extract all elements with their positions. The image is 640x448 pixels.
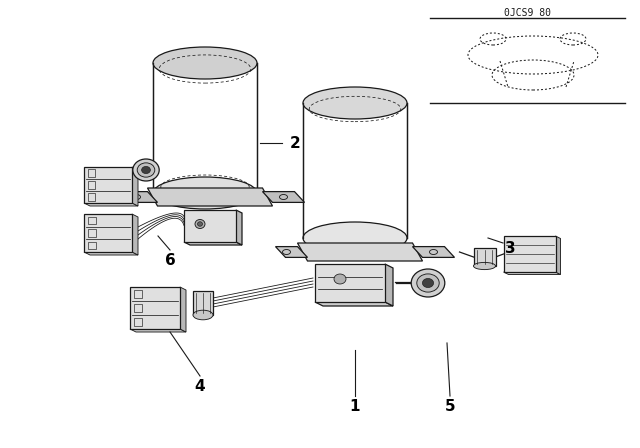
Bar [88, 242, 95, 250]
Bar [315, 264, 385, 302]
Bar [134, 304, 143, 312]
Bar [88, 216, 95, 224]
Polygon shape [315, 302, 393, 306]
Polygon shape [125, 192, 157, 202]
Text: 3: 3 [505, 241, 515, 255]
Text: 0JCS9 80: 0JCS9 80 [504, 8, 552, 18]
Ellipse shape [195, 220, 205, 228]
Bar [88, 169, 95, 177]
Ellipse shape [303, 222, 407, 254]
Polygon shape [236, 210, 242, 245]
Polygon shape [556, 236, 561, 275]
Bar [88, 181, 95, 189]
Polygon shape [147, 188, 273, 206]
Text: 2: 2 [290, 135, 300, 151]
Polygon shape [275, 246, 307, 258]
Ellipse shape [198, 222, 202, 226]
Bar [84, 167, 132, 203]
Bar [504, 236, 556, 272]
Text: 6: 6 [164, 253, 175, 267]
Ellipse shape [334, 274, 346, 284]
Bar [88, 194, 95, 201]
Polygon shape [130, 329, 186, 332]
Bar [84, 214, 132, 252]
Ellipse shape [153, 177, 257, 209]
Polygon shape [84, 252, 138, 255]
Polygon shape [132, 167, 138, 206]
Polygon shape [180, 287, 186, 332]
Polygon shape [132, 214, 138, 255]
Ellipse shape [137, 163, 155, 177]
Ellipse shape [422, 279, 434, 288]
Polygon shape [184, 242, 242, 245]
Polygon shape [385, 264, 393, 306]
Text: 5: 5 [445, 399, 455, 414]
Ellipse shape [193, 310, 213, 320]
Text: 1: 1 [349, 399, 360, 414]
Bar [303, 103, 407, 238]
Ellipse shape [141, 166, 150, 173]
Bar [153, 63, 257, 193]
Polygon shape [298, 243, 422, 261]
Bar [474, 248, 495, 266]
Bar [193, 291, 213, 315]
Text: 4: 4 [195, 379, 205, 393]
Ellipse shape [412, 269, 445, 297]
Bar [130, 287, 180, 329]
Bar [88, 229, 95, 237]
Polygon shape [262, 192, 305, 202]
Ellipse shape [133, 159, 159, 181]
Ellipse shape [417, 274, 439, 292]
Ellipse shape [153, 47, 257, 79]
Ellipse shape [474, 263, 495, 270]
Bar [134, 290, 143, 298]
Polygon shape [504, 272, 561, 275]
Ellipse shape [303, 87, 407, 119]
Bar [134, 318, 143, 326]
Polygon shape [84, 203, 138, 206]
Polygon shape [413, 246, 454, 258]
Bar [184, 210, 236, 242]
